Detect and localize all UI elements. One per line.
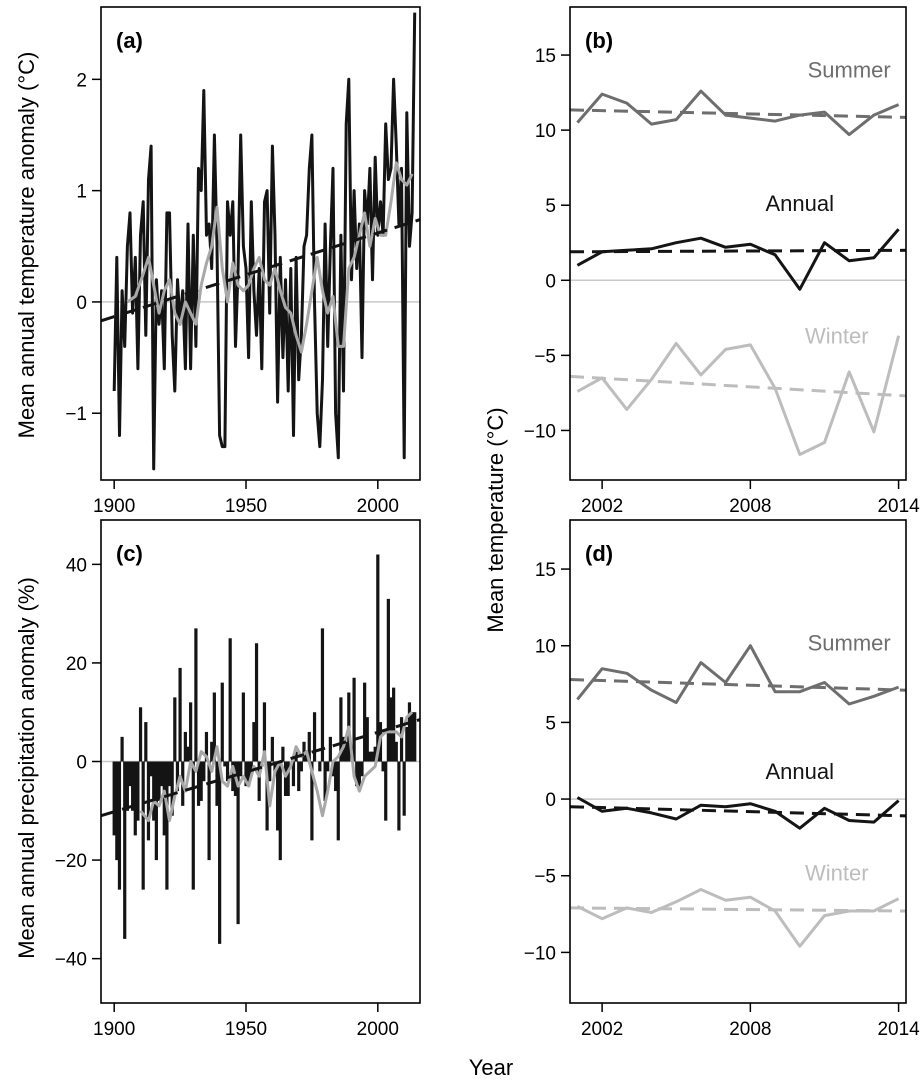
panel-b-y-tick-label: −10	[524, 421, 556, 442]
panel-b-x-tick-label: 2002	[581, 496, 623, 517]
shared-x-axis-title: Year	[469, 1055, 513, 1080]
panel-b-x-tick-label: 2014	[877, 496, 920, 517]
panel-c-letter: (c)	[116, 541, 143, 566]
panel-b-annual-label: Annual	[766, 191, 835, 216]
panel-b-winter-annual-line	[576, 335, 901, 456]
panel-c-y-axis-title: Mean annual precipitation anomaly (%)	[14, 577, 39, 959]
panel-b-letter: (b)	[585, 28, 613, 53]
panel-a-x-tick-label: 2000	[357, 496, 399, 517]
panel-c-y-tick-label: −20	[55, 851, 87, 872]
panel-a-frame	[100, 6, 421, 481]
panel-b-y-tick-label: 5	[545, 196, 556, 217]
panel-d-summer-label: Summer	[808, 630, 891, 655]
panel-d-x-tick-label: 2008	[729, 1019, 771, 1040]
panel-c-chart: −40 −20 0 20 40 1900 1950 2000 (c)	[55, 519, 421, 1040]
panel-d-trend-trend-line	[569, 805, 907, 818]
panel-a-y-tick-label: 2	[76, 70, 87, 91]
panel-a-x-tick-label: 1950	[225, 496, 267, 517]
panel-d-y-tick-label: 0	[545, 790, 556, 811]
panel-d-chart: −10 −5 0 5 10 15 2002 2008 2014 (d) Summer Annual Wi…	[524, 519, 920, 1040]
panel-c-y-tick-label: −40	[55, 950, 87, 971]
panel-b-chart: −10 −5 0 5 10 15 2002 2008 2014 (b) Summer Annual Wi…	[524, 6, 920, 517]
panel-d-trend-trend-line	[569, 906, 907, 913]
panel-a-y-axis-title: Mean annual temperature anomaly (°C)	[14, 52, 39, 439]
panel-b-y-tick-label: 10	[535, 121, 556, 142]
panel-d-summer-annual-line	[576, 644, 900, 706]
panel-c-x-tick-label: 2000	[357, 1019, 399, 1040]
panel-d-annual-label: Annual	[766, 759, 835, 784]
panel-d-y-tick-label: 10	[535, 637, 556, 658]
panel-c-y-tick-label: 0	[76, 753, 87, 774]
panel-c-x-tick-label: 1950	[225, 1019, 267, 1040]
panel-d-y-tick-label: −10	[524, 943, 556, 964]
panel-d-trend-trend-line	[569, 678, 907, 692]
panel-b-trend-trend-line	[569, 108, 907, 119]
panel-d-y-tick-label: 5	[545, 713, 556, 734]
panel-a-chart: −1 0 1 2 1900 1950 2000 (a)	[65, 6, 421, 517]
panel-b-annual-annual-line	[576, 228, 900, 291]
panel-d-frame	[569, 519, 907, 1004]
panel-a-x-tick-label: 1900	[93, 496, 135, 517]
panel-d-letter: (d)	[585, 541, 613, 566]
panel-a-smoothed-smoothed-line	[126, 161, 414, 354]
panel-b-y-tick-label: 15	[535, 46, 556, 67]
panel-b-y-tick-label: −5	[534, 346, 556, 367]
panel-c-x-tick-label: 1900	[93, 1019, 135, 1040]
panel-a-letter: (a)	[116, 28, 143, 53]
panel-b-summer-annual-line	[576, 89, 900, 137]
panel-b-trend-trend-line	[569, 248, 907, 254]
panel-c-trend-trend-line	[100, 718, 421, 818]
panel-c-y-tick-label: 20	[66, 654, 87, 675]
shared-y-axis-title: Mean temperature (°C)	[483, 407, 508, 632]
panel-b-summer-label: Summer	[808, 58, 891, 83]
panel-a-y-tick-label: 1	[76, 182, 87, 203]
panel-a-y-tick-label: 0	[76, 293, 87, 314]
panel-b-trend-trend-line	[569, 374, 907, 398]
panel-a-annual-annual-line	[112, 12, 417, 471]
panel-c-smoothed-smoothed-line	[139, 711, 414, 823]
panel-a-y-tick-label: −1	[65, 404, 87, 425]
panel-d-y-tick-label: 15	[535, 560, 556, 581]
panel-d-annual-annual-line	[576, 796, 900, 830]
panel-d-x-tick-label: 2014	[877, 1019, 920, 1040]
panel-d-y-tick-label: −5	[534, 867, 556, 888]
panel-c-y-tick-label: 40	[66, 555, 87, 576]
panel-d-winter-label: Winter	[805, 860, 869, 885]
panel-b-y-tick-label: 0	[545, 271, 556, 292]
panel-b-x-tick-label: 2008	[729, 496, 771, 517]
panel-b-winter-label: Winter	[805, 323, 869, 348]
panel-d-x-tick-label: 2002	[581, 1019, 623, 1040]
panel-b-frame	[569, 6, 907, 481]
panel-d-winter-annual-line	[576, 888, 900, 948]
panel-a-trend-trend-line	[100, 218, 421, 323]
